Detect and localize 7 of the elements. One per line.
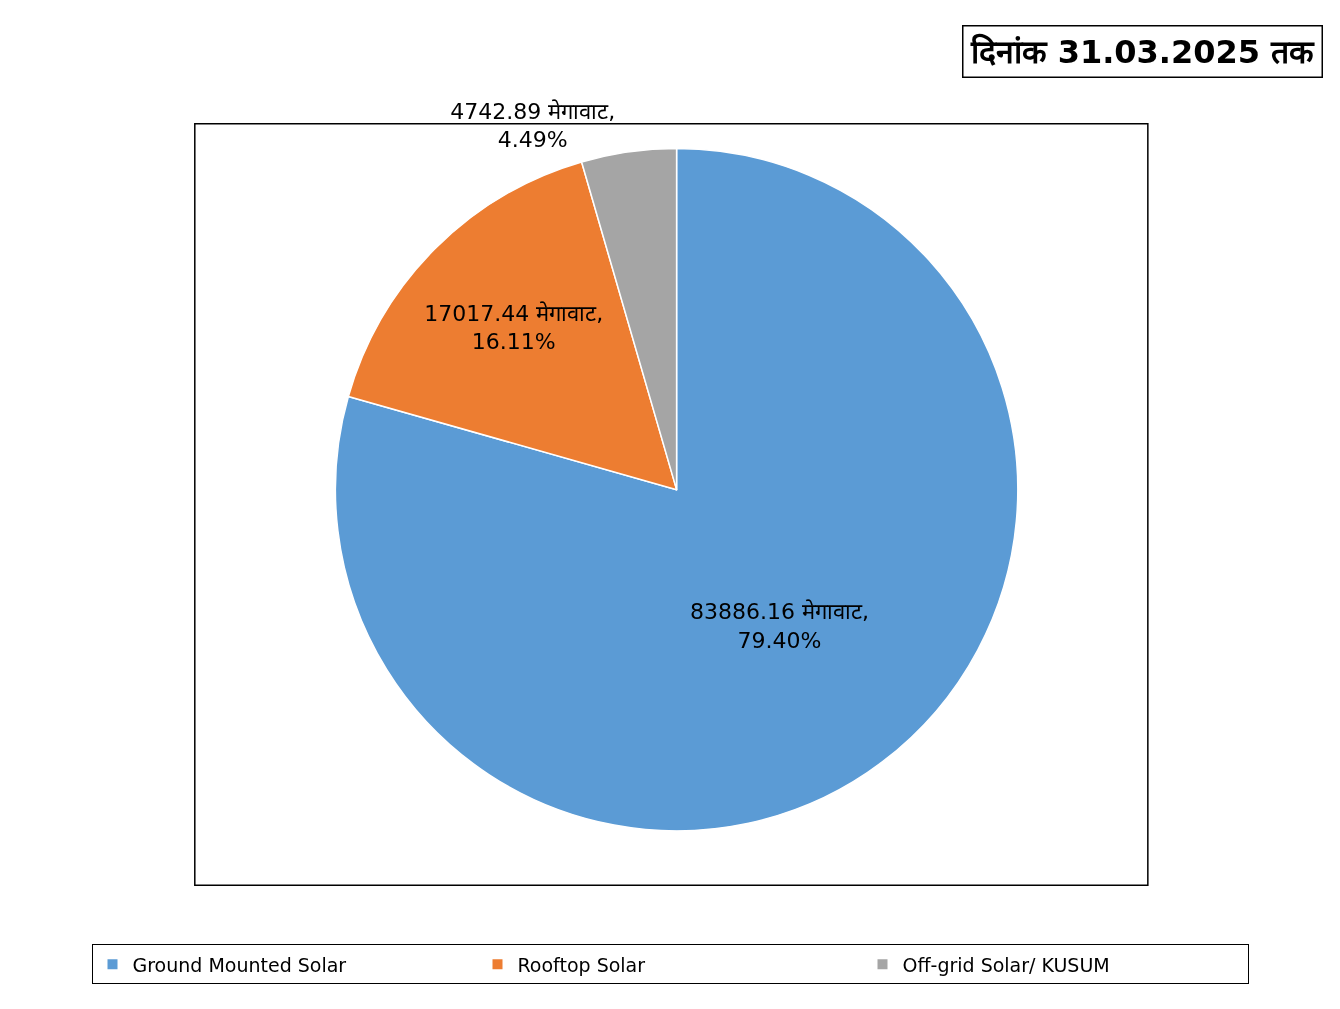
data-label: 4742.89 मेगावाट, 4.49% [450, 98, 616, 153]
data-label: 83886.16 मेगावाट, 79.40% [689, 598, 869, 653]
legend-label: Off-grid Solar/ KUSUM [902, 953, 1110, 976]
data-label: 17017.44 मेगावाट, 16.11% [424, 300, 604, 355]
legend-label: Ground Mounted Solar [132, 953, 347, 976]
chart-title: दिनांक 31.03.2025 तक [969, 32, 1316, 71]
legend-label: Rooftop Solar [517, 953, 646, 976]
